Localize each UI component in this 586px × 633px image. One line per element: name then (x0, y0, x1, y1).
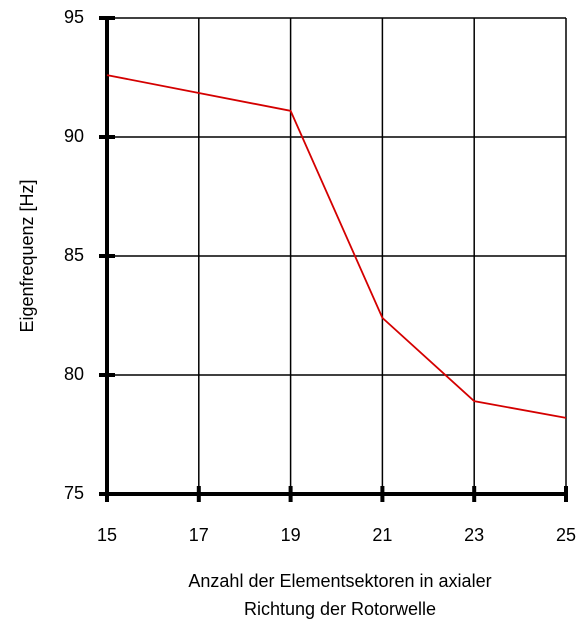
x-tick-label: 17 (189, 525, 209, 545)
x-tick-label: 23 (464, 525, 484, 545)
y-tick-label: 85 (64, 245, 84, 265)
x-axis-label: Richtung der Rotorwelle (244, 599, 436, 619)
x-tick-label: 15 (97, 525, 117, 545)
x-tick-label: 19 (281, 525, 301, 545)
x-tick-label: 25 (556, 525, 576, 545)
data-line (106, 74, 567, 419)
x-axis-label: Anzahl der Elementsektoren in axialer (188, 571, 491, 591)
y-tick-label: 75 (64, 483, 84, 503)
x-tick-label: 21 (372, 525, 392, 545)
y-axis-label: Eigenfrequenz [Hz] (17, 179, 37, 332)
y-tick-label: 90 (64, 126, 84, 146)
y-tick-label: 80 (64, 364, 84, 384)
y-tick-label: 95 (64, 7, 84, 27)
